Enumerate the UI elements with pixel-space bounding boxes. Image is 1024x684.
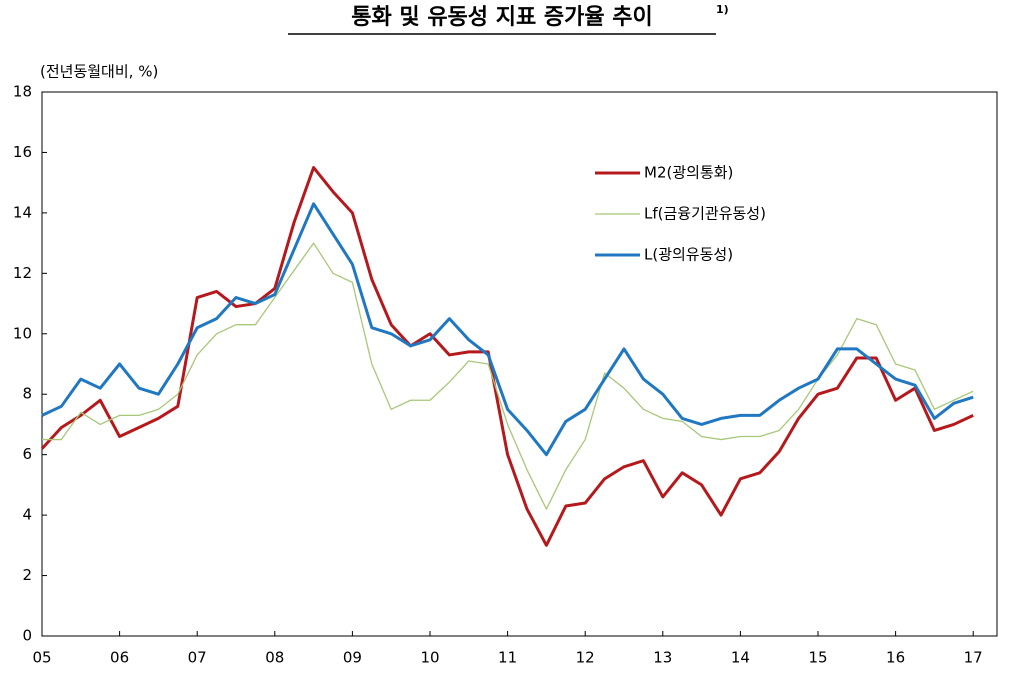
x-tick-label: 13 <box>653 649 672 667</box>
x-tick-label: 12 <box>576 649 595 667</box>
y-tick-label: 2 <box>22 566 32 584</box>
x-tick-label: 14 <box>731 649 750 667</box>
y-tick-label: 4 <box>22 506 32 524</box>
x-tick-label: 06 <box>110 649 129 667</box>
x-tick-label: 16 <box>886 649 905 667</box>
legend-label: M2(광의통화) <box>644 164 733 182</box>
legend-label: Lf(금융기관유동성) <box>644 205 766 223</box>
x-tick-label: 07 <box>188 649 207 667</box>
x-tick-label: 10 <box>420 649 439 667</box>
y-tick-label: 18 <box>13 83 32 101</box>
y-tick-label: 16 <box>13 143 32 161</box>
y-axis-label: (전년동월대비, %) <box>40 63 158 81</box>
y-tick-label: 0 <box>22 627 32 645</box>
chart-title: 통화 및 유동성 지표 증가율 추이 <box>351 5 652 30</box>
x-tick-label: 08 <box>265 649 284 667</box>
series-line <box>41 202 974 457</box>
y-tick-label: 10 <box>13 324 32 342</box>
y-tick-label: 8 <box>22 385 32 403</box>
series-line <box>40 166 974 547</box>
x-tick-label: 15 <box>808 649 827 667</box>
x-tick-label: 17 <box>964 649 983 667</box>
y-tick-label: 12 <box>13 264 32 282</box>
title-note: 1) <box>716 3 729 16</box>
x-tick-label: 09 <box>343 649 362 667</box>
x-tick-label: 11 <box>498 649 517 667</box>
y-tick-label: 14 <box>13 203 32 221</box>
legend-label: L(광의유동성) <box>644 246 733 264</box>
y-tick-label: 6 <box>22 445 32 463</box>
x-tick-label: 05 <box>32 649 51 667</box>
plot-frame <box>41 91 998 637</box>
